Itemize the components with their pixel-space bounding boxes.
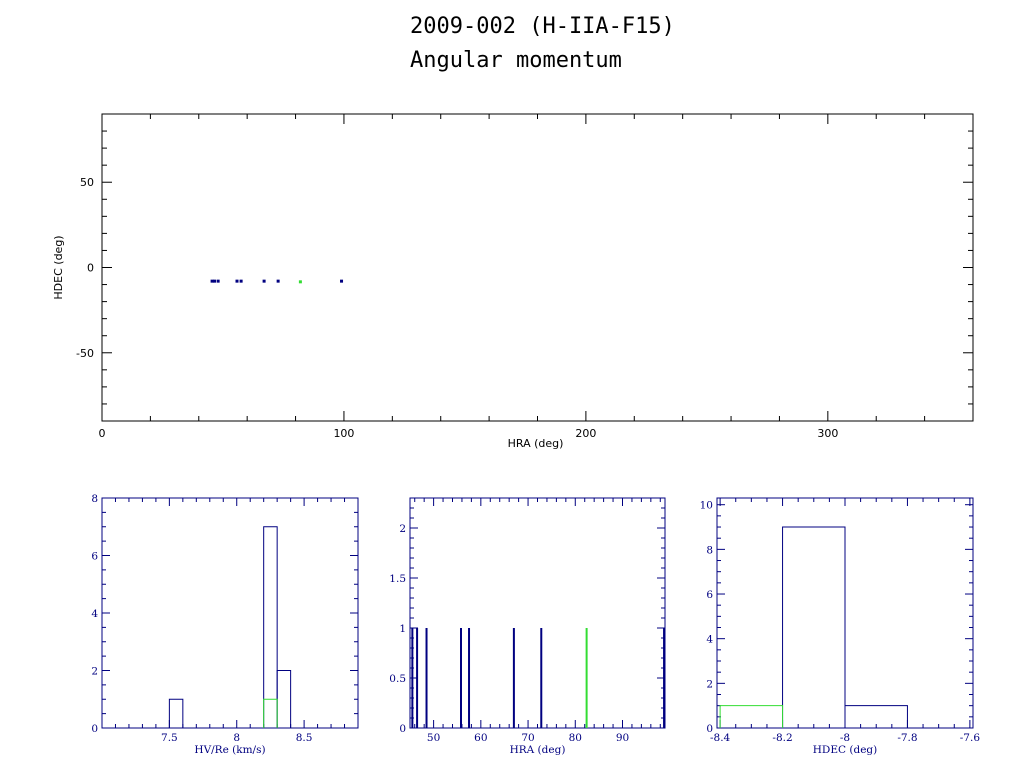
scatter-point <box>213 279 217 283</box>
x-axis-label: HV/Re (km/s) <box>194 744 265 756</box>
y-tick-label: 1.5 <box>389 573 406 585</box>
x-tick-label: 200 <box>575 427 596 440</box>
x-tick-label: 7.5 <box>161 732 178 744</box>
scatter-point <box>298 280 302 284</box>
x-tick-label: 60 <box>474 732 487 744</box>
y-tick-label: 0 <box>91 723 98 735</box>
y-tick-label: 2 <box>399 523 406 535</box>
hist-bar <box>276 670 292 728</box>
hist-bar <box>168 698 184 728</box>
hist-frame <box>101 497 359 729</box>
scatter-point <box>340 279 344 283</box>
y-tick-label: 4 <box>706 634 713 646</box>
hist-bar <box>844 705 908 728</box>
scatter-frame <box>101 113 974 422</box>
x-axis-label: HRA (deg) <box>510 744 566 756</box>
x-tick-label: -8 <box>840 732 850 744</box>
hist-frame <box>409 497 666 729</box>
x-tick-label: 100 <box>333 427 354 440</box>
scatter-point <box>262 279 266 283</box>
hist-bar <box>263 698 278 728</box>
chart-subtitle: Angular momentum <box>410 48 622 73</box>
x-tick-label: -8.2 <box>772 732 792 744</box>
y-tick-label: 2 <box>706 678 713 690</box>
scatter-point <box>235 279 239 283</box>
x-tick-label: -7.8 <box>897 732 917 744</box>
chart-title: 2009-002 (H-IIA-F15) <box>410 14 675 39</box>
y-tick-label: 10 <box>700 500 713 512</box>
y-tick-label: 4 <box>91 608 98 620</box>
x-tick-label: 50 <box>427 732 440 744</box>
y-axis-label: HDEC (deg) <box>52 235 65 299</box>
scatter-point <box>239 279 243 283</box>
x-axis-label: HDEC (deg) <box>813 744 877 756</box>
hist-bar <box>719 705 784 728</box>
y-tick-label: 6 <box>706 589 713 601</box>
y-tick-label: 1 <box>399 623 406 635</box>
y-tick-label: 8 <box>706 544 713 556</box>
x-tick-label: -7.6 <box>960 732 981 744</box>
x-tick-label: 0 <box>99 427 106 440</box>
x-tick-label: 8 <box>233 732 240 744</box>
y-tick-label: 0 <box>399 723 406 735</box>
y-tick-label: 6 <box>91 551 98 563</box>
y-tick-label: 8 <box>91 493 98 505</box>
hist-bar <box>263 526 278 728</box>
x-tick-label: 300 <box>817 427 838 440</box>
y-tick-label: 0 <box>87 262 94 275</box>
hist-bar <box>782 526 846 728</box>
y-tick-label: -50 <box>76 347 94 360</box>
scatter-point <box>276 279 280 283</box>
x-tick-label: 70 <box>521 732 534 744</box>
y-tick-label: 0.5 <box>389 673 406 685</box>
x-tick-label: 80 <box>569 732 582 744</box>
scatter-point <box>216 279 220 283</box>
x-tick-label: 8.5 <box>296 732 313 744</box>
x-axis-label: HRA (deg) <box>508 437 564 450</box>
y-tick-label: 0 <box>706 723 713 735</box>
y-tick-label: 2 <box>91 666 98 678</box>
x-tick-label: -8.4 <box>710 732 731 744</box>
x-tick-label: 90 <box>616 732 629 744</box>
scatter-point <box>210 279 214 283</box>
y-tick-label: 50 <box>80 176 94 189</box>
